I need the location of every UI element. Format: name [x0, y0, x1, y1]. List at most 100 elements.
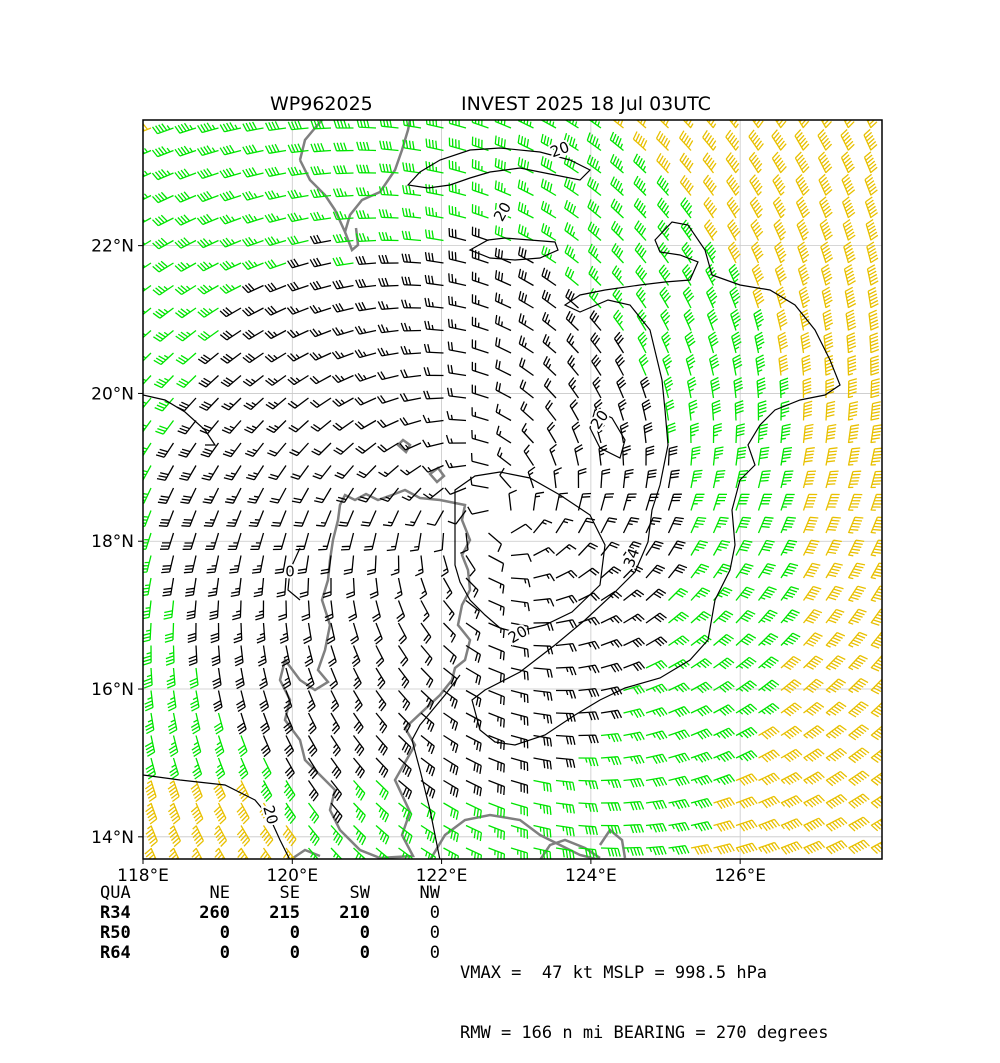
wind-barb: [702, 174, 717, 196]
wind-barb: [758, 841, 781, 854]
wind-barb: [870, 447, 882, 466]
wind-barb: [352, 667, 362, 690]
wind-barb: [825, 400, 836, 421]
radii-row: R50 0 0 0 0: [100, 923, 440, 943]
wind-barb: [276, 577, 287, 598]
wind-barb: [378, 232, 399, 242]
wind-barb: [144, 780, 157, 803]
wind-barb: [465, 667, 482, 685]
wind-barb: [375, 645, 385, 667]
wind-barb: [758, 749, 780, 763]
wind-barb: [332, 233, 354, 244]
wind-barb: [757, 493, 773, 511]
wind-barb: [633, 153, 647, 174]
wind-barb: [555, 712, 576, 722]
wind-barb: [447, 318, 467, 332]
wind-barb: [645, 516, 662, 534]
wind-barb: [750, 241, 764, 264]
wind-barb: [774, 263, 787, 286]
wind-barb: [184, 577, 197, 597]
wind-barb: [354, 373, 377, 382]
wind-barb: [796, 218, 809, 241]
wind-barb: [471, 407, 489, 422]
wind-barb: [555, 569, 578, 579]
wind-barb: [623, 661, 646, 672]
wind-barb: [153, 375, 174, 389]
wind-barb: [869, 332, 880, 354]
wind-barb: [348, 600, 358, 622]
wind-barb: [729, 286, 741, 309]
wind-barb: [682, 286, 695, 309]
wind-barb: [402, 139, 422, 152]
wind-barb: [286, 281, 309, 292]
wind-barb: [713, 820, 735, 832]
wind-barb: [683, 308, 695, 331]
wind-barb: [211, 645, 221, 667]
wind-barb: [264, 259, 287, 270]
wind-barb: [200, 442, 220, 458]
wind-barb: [312, 465, 332, 480]
wind-barb: [600, 709, 623, 720]
wind-barb: [213, 712, 224, 735]
wind-barb: [144, 847, 157, 859]
wind-barb: [779, 377, 789, 399]
wind-barb: [495, 359, 512, 377]
wind-barb: [369, 577, 379, 599]
wind-barb: [266, 420, 287, 434]
wind-barb: [330, 802, 343, 824]
wind-barb: [690, 540, 708, 556]
wind-barb: [488, 802, 506, 818]
wind-barb: [223, 465, 242, 481]
wind-barb: [727, 241, 741, 264]
wind-barb: [622, 493, 637, 511]
wind-barb: [144, 735, 156, 757]
wind-barb: [420, 847, 437, 859]
wind-barb: [864, 173, 878, 196]
wind-barb: [735, 586, 755, 601]
wind-barb: [510, 824, 529, 839]
wind-barb: [143, 170, 152, 178]
wind-barb: [623, 823, 645, 834]
wind-barb: [802, 562, 821, 579]
wind-barb: [311, 442, 332, 456]
wind-barb: [230, 577, 242, 598]
wind-barb: [842, 218, 856, 241]
wind-barb: [533, 734, 553, 747]
wind-barb: [219, 283, 242, 294]
wind-barb: [679, 152, 694, 174]
wind-barb: [166, 667, 176, 689]
wind-barb: [510, 644, 530, 658]
wind-barb: [465, 847, 483, 859]
wind-barb: [214, 735, 225, 758]
wind-barb: [556, 689, 577, 699]
wind-barb: [587, 199, 602, 219]
contour-label: 0: [285, 563, 295, 581]
wind-barb: [848, 793, 870, 809]
wind-barb: [578, 640, 600, 650]
wind-barb: [401, 487, 422, 501]
wind-barb: [152, 214, 174, 227]
taiwan-coastline: [298, 120, 412, 253]
wind-barb: [283, 780, 296, 802]
wind-barb: [202, 487, 220, 504]
wind-barb: [590, 332, 602, 354]
wind-barb: [470, 452, 489, 467]
wind-barb: [577, 467, 587, 489]
wind-barb: [307, 825, 320, 847]
wind-barb: [196, 213, 219, 226]
wind-barb: [623, 589, 645, 602]
wind-barb: [780, 400, 790, 421]
wind-barb: [250, 532, 265, 551]
wind-barb: [154, 397, 174, 412]
wind-barb: [143, 600, 152, 620]
wind-barb: [375, 712, 388, 734]
wind-barb: [400, 345, 422, 355]
wind-barb: [279, 622, 289, 644]
wind-barb: [183, 555, 197, 574]
wind-barb: [863, 128, 878, 151]
wind-barb: [679, 130, 694, 151]
summary-line-vmax-mslp: VMAX = 47 kt MSLP = 998.5 hPa: [460, 963, 768, 983]
wind-barb: [309, 304, 332, 314]
contour-20kt-inner: [454, 471, 606, 633]
wind-barb: [591, 354, 602, 376]
